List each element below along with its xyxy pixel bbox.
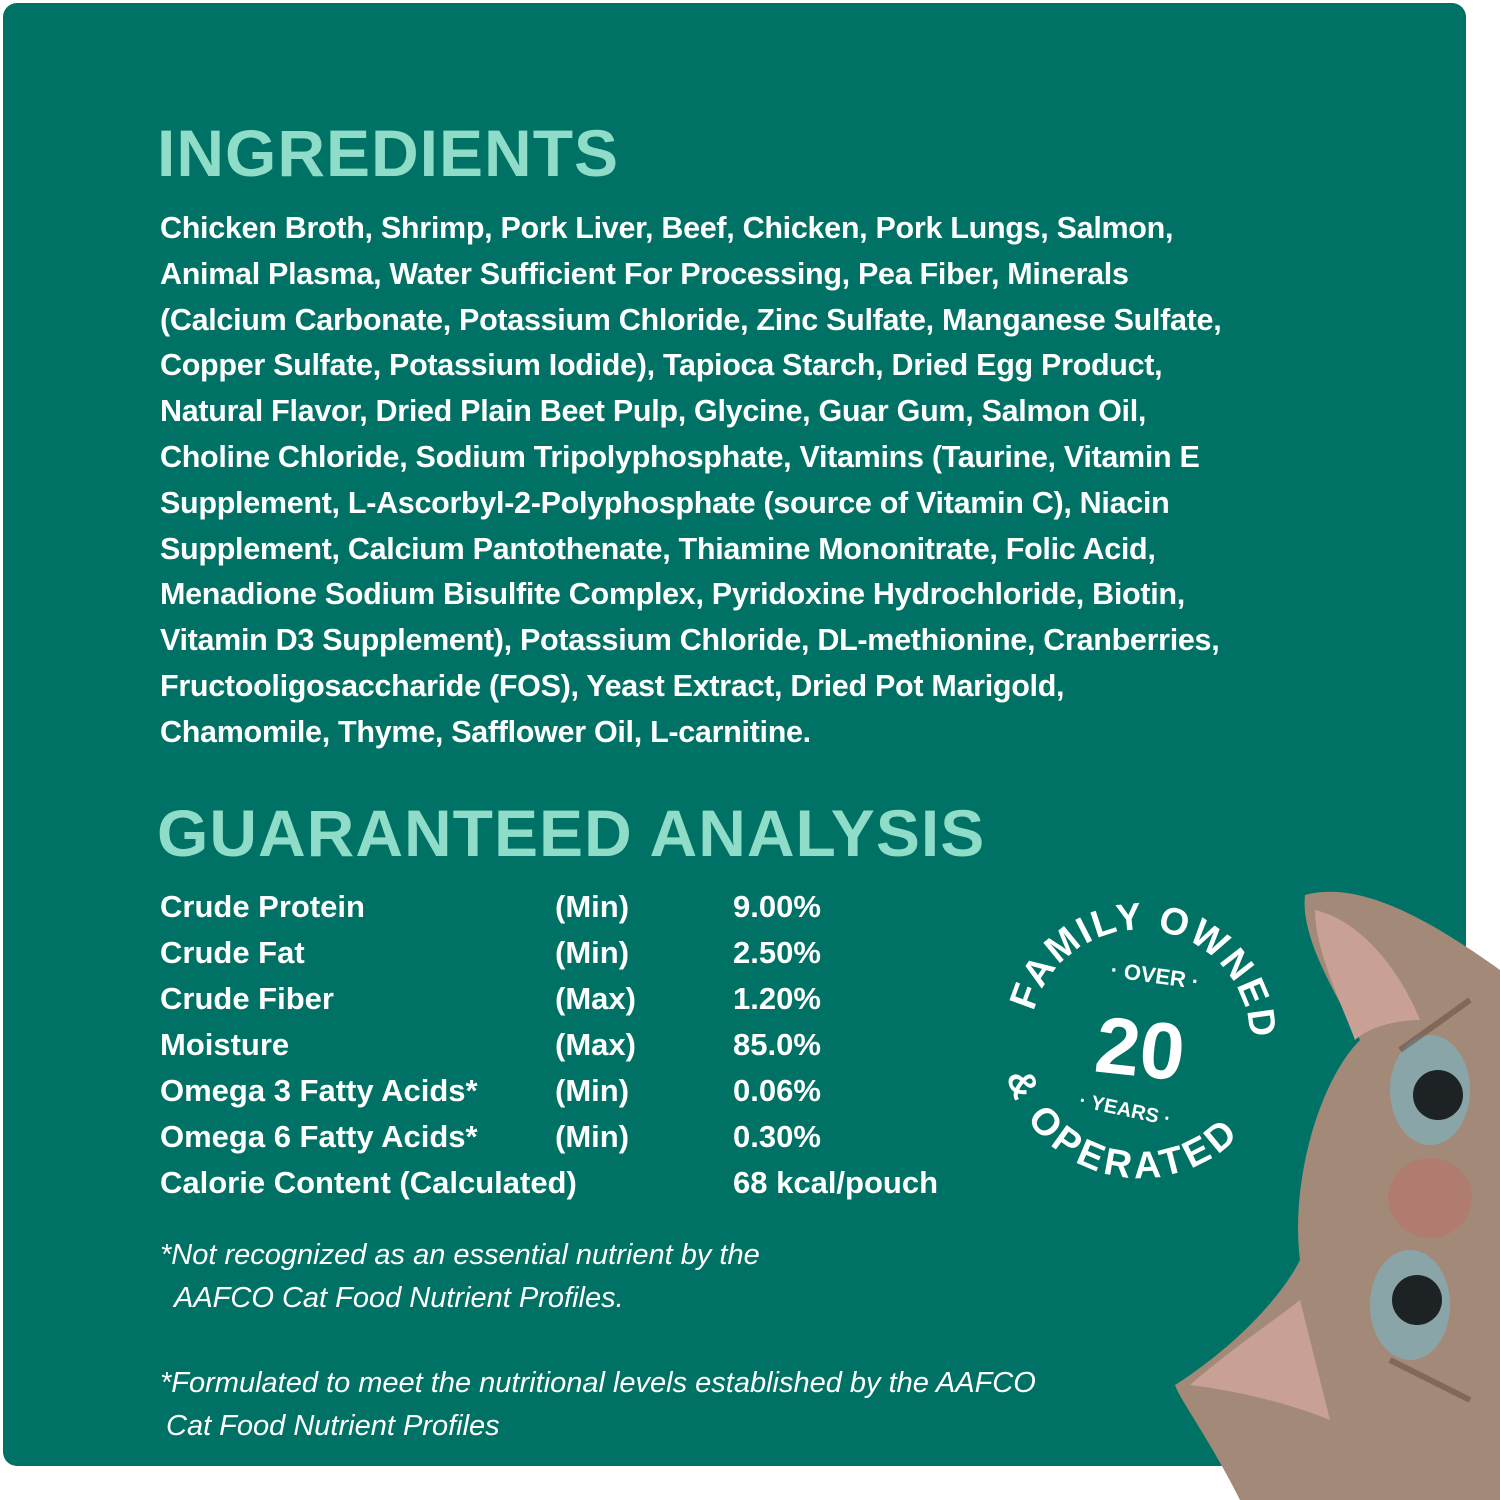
- nutrient: Crude Protein: [160, 889, 365, 924]
- footnote-line: *Not recognized as an essential nutrient…: [160, 1239, 760, 1271]
- qualifier: (Min): [555, 1073, 630, 1108]
- nutrient: Moisture: [160, 1027, 290, 1062]
- ingredients-line: Vitamin D3 Supplement), Potassium Chlori…: [160, 623, 1220, 658]
- footnote-line: Cat Food Nutrient Profiles: [166, 1410, 500, 1442]
- ingredients-line: Chicken Broth, Shrimp, Pork Liver, Beef,…: [160, 211, 1174, 245]
- value: 9.00%: [733, 889, 821, 924]
- footnote-line: AAFCO Cat Food Nutrient Profiles.: [174, 1282, 624, 1314]
- cat-photo: [1175, 891, 1500, 1500]
- qualifier: (Min): [555, 1119, 630, 1154]
- badge-number: 20: [1091, 1000, 1189, 1098]
- ingredients-list: Chicken Broth, Shrimp, Pork Liver, Beef,…: [160, 206, 1222, 756]
- value: 2.50%: [733, 935, 821, 970]
- footnote-formulated: *Formulated to meet the nutritional leve…: [160, 1362, 1036, 1448]
- qualifier: (Max): [555, 981, 636, 1016]
- footnote-line: *Formulated to meet the nutritional leve…: [160, 1367, 1036, 1399]
- nutrient: Crude Fiber: [160, 981, 334, 1016]
- ingredients-line: Animal Plasma, Water Sufficient For Proc…: [160, 256, 1129, 291]
- cat-nose: [1388, 1158, 1472, 1238]
- ingredients-line: Natural Flavor, Dried Plain Beet Pulp, G…: [160, 394, 1147, 429]
- qualifier: (Min): [555, 935, 630, 970]
- nutrient: Omega 6 Fatty Acids*: [160, 1119, 478, 1154]
- ingredients-line: Supplement, L-Ascorbyl-2-Polyphosphate (…: [160, 485, 1170, 520]
- info-panel: [3, 3, 1466, 1466]
- nutrient: Calorie Content (Calculated): [160, 1165, 577, 1200]
- ingredients-line: Supplement, Calcium Pantothenate, Thiami…: [160, 531, 1156, 566]
- value: 0.06%: [733, 1073, 821, 1108]
- ingredients-line: Fructooligosaccharide (FOS), Yeast Extra…: [160, 668, 1065, 703]
- value: 85.0%: [733, 1027, 821, 1062]
- value: 1.20%: [733, 981, 821, 1016]
- value: 68 kcal/pouch: [733, 1165, 939, 1200]
- ingredients-heading: INGREDIENTS: [157, 116, 620, 190]
- nutrient: Crude Fat: [160, 935, 305, 970]
- qualifier: (Max): [555, 1027, 636, 1062]
- ingredients-line: (Calcium Carbonate, Potassium Chloride, …: [160, 302, 1222, 337]
- ingredients-line: Menadione Sodium Bisulfite Complex, Pyri…: [160, 577, 1185, 612]
- ingredients-line: Choline Chloride, Sodium Tripolyphosphat…: [160, 439, 1200, 474]
- ingredients-line: Copper Sulfate, Potassium Iodide), Tapio…: [160, 348, 1163, 383]
- badge-years-text: · YEARS ·: [1077, 1090, 1173, 1131]
- qualifier: (Min): [555, 889, 630, 924]
- footnote-essential-nutrient: *Not recognized as an essential nutrient…: [160, 1234, 760, 1320]
- value: 0.30%: [733, 1119, 821, 1154]
- nutrient: Omega 3 Fatty Acids*: [160, 1073, 478, 1108]
- family-owned-badge: FAMILY OWNED & OPERATED · OVER · 20 · YE…: [998, 896, 1284, 1187]
- analysis-heading: GUARANTEED ANALYSIS: [157, 796, 986, 870]
- ingredients-line: Chamomile, Thyme, Safflower Oil, L-carni…: [160, 714, 811, 749]
